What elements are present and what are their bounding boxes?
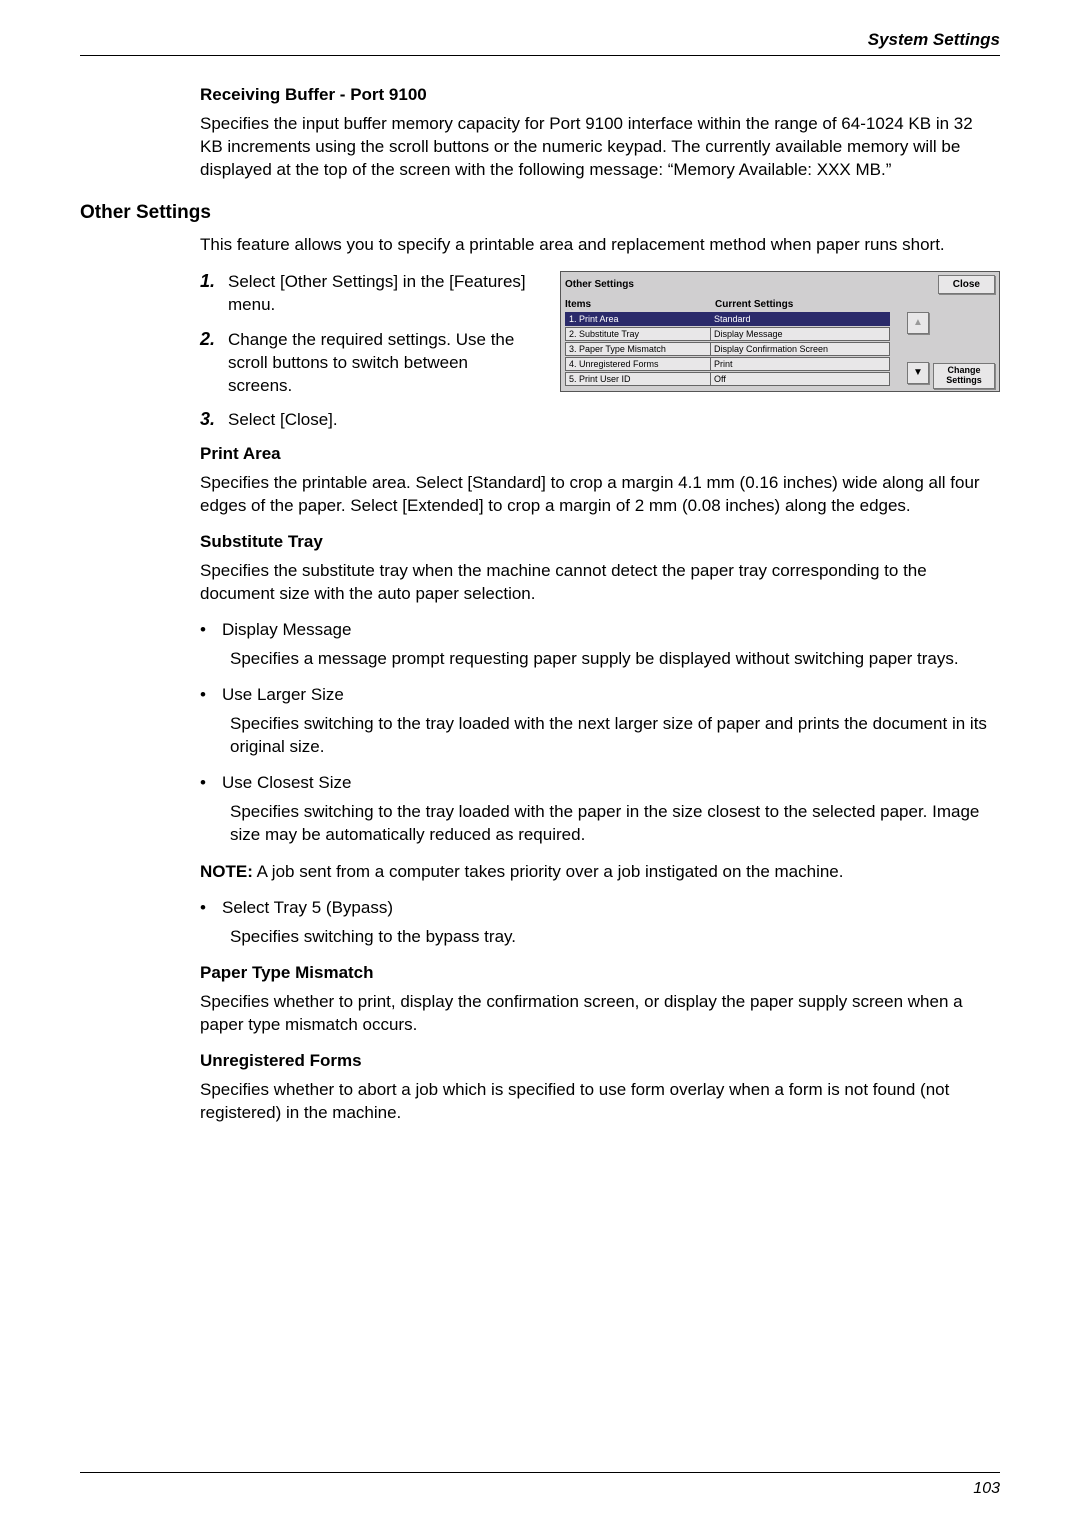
col-current-header: Current Settings	[715, 299, 995, 310]
step-num-2: 2.	[200, 329, 228, 350]
settings-item-value: Display Message	[710, 327, 890, 341]
change-l2: Settings	[946, 375, 982, 385]
bullet-display-message: • Display Message	[200, 620, 1000, 640]
settings-row[interactable]: 3. Paper Type MismatchDisplay Confirmati…	[565, 342, 995, 356]
step-1: 1. Select [Other Settings] in the [Featu…	[200, 271, 530, 317]
sub-tray-title: Substitute Tray	[200, 532, 1000, 552]
bullet-body-4: Specifies switching to the bypass tray.	[230, 926, 1000, 949]
settings-item-label: 1. Print Area	[565, 312, 711, 326]
page-content: Receiving Buffer - Port 9100 Specifies t…	[80, 85, 1000, 1138]
settings-row[interactable]: 5. Print User IDOff	[565, 372, 995, 386]
note: NOTE: A job sent from a computer takes p…	[200, 861, 1000, 884]
settings-item-value: Off	[710, 372, 890, 386]
bullet-body-3: Specifies switching to the tray loaded w…	[230, 801, 1000, 847]
sec2-intro: This feature allows you to specify a pri…	[200, 234, 1000, 257]
bullet-label-4: Select Tray 5 (Bypass)	[222, 898, 393, 918]
print-area-title: Print Area	[200, 444, 1000, 464]
mismatch-title: Paper Type Mismatch	[200, 963, 1000, 983]
bullet-use-closest: • Use Closest Size	[200, 773, 1000, 793]
settings-row[interactable]: 1. Print AreaStandard	[565, 312, 995, 326]
step-num-1: 1.	[200, 271, 228, 292]
settings-item-label: 3. Paper Type Mismatch	[565, 342, 711, 356]
bullet-dot: •	[200, 685, 222, 705]
settings-item-value: Display Confirmation Screen	[710, 342, 890, 356]
bullet-dot: •	[200, 620, 222, 640]
sec2-title: Other Settings	[80, 202, 1000, 224]
settings-item-label: 5. Print User ID	[565, 372, 711, 386]
settings-item-label: 2. Substitute Tray	[565, 327, 711, 341]
scroll-up-button[interactable]: ▲	[907, 312, 929, 334]
sub-tray-intro: Specifies the substitute tray when the m…	[200, 560, 1000, 606]
step-text-3: Select [Close].	[228, 409, 338, 432]
settings-row[interactable]: 2. Substitute TrayDisplay Message	[565, 327, 995, 341]
print-area-body: Specifies the printable area. Select [St…	[200, 472, 1000, 518]
step-text-2: Change the required settings. Use the sc…	[228, 329, 530, 398]
bullet-label-1: Display Message	[222, 620, 351, 640]
settings-dialog: Other Settings Close Items Current Setti…	[560, 271, 1000, 392]
note-body: A job sent from a computer takes priorit…	[253, 862, 844, 881]
page-number: 103	[973, 1480, 1000, 1498]
bullet-body-2: Specifies switching to the tray loaded w…	[230, 713, 1000, 759]
col-items-header: Items	[565, 299, 715, 310]
footer-rule	[80, 1472, 1000, 1473]
close-button[interactable]: Close	[938, 275, 995, 294]
bullet-dot: •	[200, 773, 222, 793]
bullet-label-3: Use Closest Size	[222, 773, 351, 793]
step-2: 2. Change the required settings. Use the…	[200, 329, 530, 398]
settings-item-label: 4. Unregistered Forms	[565, 357, 711, 371]
step-num-3: 3.	[200, 409, 228, 430]
steps-figure-wrap: 1. Select [Other Settings] in the [Featu…	[80, 271, 1000, 433]
unreg-title: Unregistered Forms	[200, 1051, 1000, 1071]
bullet-tray5: • Select Tray 5 (Bypass)	[200, 898, 1000, 918]
step-3: 3. Select [Close].	[200, 409, 530, 432]
scroll-down-button[interactable]: ▼	[907, 362, 929, 384]
step-text-1: Select [Other Settings] in the [Features…	[228, 271, 530, 317]
note-label: NOTE:	[200, 862, 253, 881]
bullet-label-2: Use Larger Size	[222, 685, 344, 705]
settings-row[interactable]: 4. Unregistered FormsPrint	[565, 357, 995, 371]
sec1-body: Specifies the input buffer memory capaci…	[200, 113, 1000, 182]
header-rule	[80, 55, 1000, 56]
bullet-use-larger: • Use Larger Size	[200, 685, 1000, 705]
settings-item-value: Standard	[710, 312, 890, 326]
unreg-body: Specifies whether to abort a job which i…	[200, 1079, 1000, 1125]
sec1-title: Receiving Buffer - Port 9100	[200, 85, 1000, 105]
bullet-body-1: Specifies a message prompt requesting pa…	[230, 648, 1000, 671]
bullet-dot: •	[200, 898, 222, 918]
change-l1: Change	[947, 365, 980, 375]
dialog-title: Other Settings	[565, 279, 938, 290]
chapter-title: System Settings	[868, 30, 1000, 50]
settings-item-value: Print	[710, 357, 890, 371]
change-settings-button[interactable]: Change Settings	[933, 363, 995, 389]
mismatch-body: Specifies whether to print, display the …	[200, 991, 1000, 1037]
